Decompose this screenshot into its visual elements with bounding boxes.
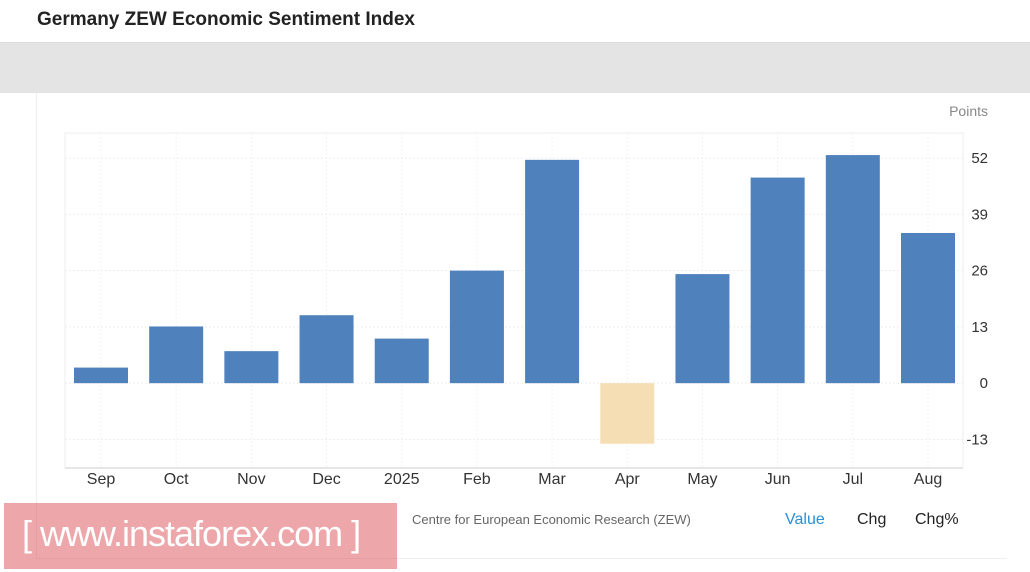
- bar-sep: [74, 367, 128, 384]
- watermark-text: [ www.instaforex.com ]: [22, 513, 361, 554]
- title-bar: Germany ZEW Economic Sentiment Index: [0, 0, 1030, 43]
- tab-chg-percent[interactable]: Chg%: [915, 511, 959, 528]
- watermark: [ www.instaforex.com ]: [4, 503, 397, 569]
- y-tick-label: 0: [980, 375, 988, 392]
- bar-may: [675, 274, 730, 384]
- bar-dec: [299, 315, 354, 384]
- bar-mar: [525, 159, 580, 384]
- toolbar-band: [0, 43, 1030, 93]
- y-tick-label: 26: [971, 263, 988, 280]
- bar-jul: [825, 155, 880, 384]
- bar-aug: [901, 232, 955, 384]
- x-tick-label: Aug: [914, 471, 942, 488]
- x-tick-label: Dec: [312, 471, 340, 488]
- x-tick-label: Nov: [237, 471, 265, 488]
- x-tick-label: Jul: [843, 471, 863, 488]
- x-tick-label: Sep: [87, 471, 116, 488]
- source-text: Centre for European Economic Research (Z…: [412, 512, 691, 527]
- x-tick-label: 2025: [384, 471, 420, 488]
- x-tick-label: Jun: [765, 471, 791, 488]
- y-tick-label: 52: [971, 150, 988, 167]
- x-tick-label: Oct: [164, 471, 189, 488]
- page-title: Germany ZEW Economic Sentiment Index: [37, 9, 415, 30]
- y-tick-label: 13: [971, 319, 988, 336]
- bar-jun: [750, 177, 805, 384]
- tab-chg[interactable]: Chg: [857, 511, 887, 528]
- x-tick-label: Mar: [538, 471, 566, 488]
- chart-panel: [36, 93, 1007, 559]
- y-axis-label: Points: [949, 103, 988, 119]
- bar-nov: [224, 351, 279, 384]
- x-tick-label: May: [687, 471, 717, 488]
- y-tick-label: 39: [971, 206, 988, 223]
- y-tick-label: -13: [966, 431, 988, 448]
- x-tick-label: Feb: [463, 471, 491, 488]
- bar-oct: [149, 326, 204, 384]
- bar-apr: [600, 383, 655, 444]
- bar-feb: [449, 270, 504, 384]
- x-tick-label: Apr: [615, 471, 641, 488]
- tab-value[interactable]: Value: [785, 511, 825, 528]
- bar-2025: [374, 338, 429, 384]
